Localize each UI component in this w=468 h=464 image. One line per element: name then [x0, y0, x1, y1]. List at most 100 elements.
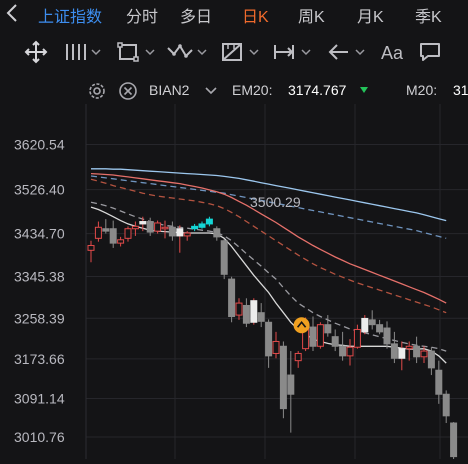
comment-tool-button[interactable] — [418, 40, 442, 64]
candle-body — [390, 343, 398, 359]
candle-body — [198, 223, 206, 228]
candle-body — [287, 374, 295, 395]
index-name-tab[interactable]: 上证指数 — [38, 9, 103, 26]
candle-body — [361, 317, 369, 333]
chart-canvas: 3620.54 3526.40 3434.70 3345.38 3258.39 3173.… — [14, 104, 468, 459]
ma-red-line — [90, 172, 447, 304]
candle-body — [250, 300, 258, 323]
indicator-series-select[interactable]: BIAN2 — [149, 82, 190, 98]
candle-body — [346, 346, 354, 357]
range-tool-button[interactable] — [272, 40, 314, 64]
candle-body — [450, 422, 458, 458]
arrow-tool-button[interactable] — [326, 40, 368, 64]
text-aa-icon: Aa — [381, 43, 404, 63]
vertical-lines-icon — [66, 44, 101, 60]
candle-body — [413, 345, 421, 358]
candle-body — [398, 348, 406, 359]
candle-body — [435, 369, 443, 395]
move-tool-button[interactable] — [24, 40, 48, 64]
svg-text:Aa: Aa — [381, 43, 404, 63]
tab-multi-day[interactable]: 多日 — [180, 9, 213, 26]
candle-body — [279, 345, 287, 410]
back-button[interactable] — [2, 2, 24, 24]
candle-body — [124, 228, 132, 239]
y-tick-label: 3345.38 — [14, 269, 65, 285]
y-tick-label: 3173.66 — [14, 351, 65, 367]
candle-body — [176, 228, 184, 237]
tab-daily-k[interactable]: 日K — [242, 9, 269, 26]
tab-intraday[interactable]: 分时 — [126, 9, 159, 26]
candle-body — [87, 245, 95, 251]
em20-label: EM20: — [232, 82, 273, 98]
candle-body — [368, 319, 376, 326]
y-tick-label: 3258.39 — [14, 310, 65, 326]
candle-body — [220, 240, 228, 275]
candle-body — [117, 239, 125, 244]
candle-body — [161, 226, 169, 230]
event-marker-icon — [293, 317, 310, 334]
tab-monthly-k[interactable]: 月K — [357, 9, 384, 26]
candle-body — [309, 326, 317, 347]
candle-body — [427, 350, 435, 369]
y-tick-label: 3091.14 — [14, 390, 65, 406]
candle-body — [383, 327, 391, 345]
candlestick-chart[interactable]: 3620.54 3526.40 3434.70 3345.38 3258.39 3173.… — [0, 104, 468, 459]
candle-body — [168, 226, 176, 237]
candle-body — [213, 228, 221, 238]
candle-body — [316, 324, 324, 347]
candle-body — [146, 221, 154, 233]
candle-body — [191, 225, 199, 230]
candle-body — [139, 221, 147, 225]
candle-body — [324, 324, 332, 334]
candle-body — [331, 336, 339, 347]
candle-body — [235, 302, 243, 316]
candle-body — [294, 352, 302, 362]
candle-body — [339, 345, 347, 357]
candle-body — [405, 345, 413, 350]
rectangle-tool-button[interactable] — [116, 40, 158, 64]
polyline-icon — [167, 44, 207, 58]
y-tick-label: 3620.54 — [14, 137, 65, 153]
tab-weekly-k[interactable]: 周K — [298, 9, 325, 26]
arrow-left-icon — [328, 44, 365, 60]
em20-value: 3174.767 — [288, 82, 347, 98]
price-annotation-label: 3500.29 — [250, 194, 301, 210]
y-tick-label: 3010.76 — [14, 429, 65, 445]
candle-body — [228, 278, 236, 318]
candle-body — [442, 393, 450, 417]
m20-label: M20: — [406, 82, 438, 98]
candle-body — [94, 226, 102, 239]
range-icon — [274, 45, 311, 59]
move-icon — [24, 40, 48, 64]
m20-value: 31 — [453, 82, 468, 98]
candle-body — [376, 324, 384, 333]
candle-body — [154, 222, 162, 232]
candle-body — [109, 228, 117, 244]
comment-icon — [420, 43, 440, 61]
measure-icon — [222, 43, 259, 61]
candle-body — [257, 312, 265, 322]
indicator-bar: BIAN2 EM20: 3174.767 M20: 31 — [0, 76, 468, 104]
period-tab-bar: 上证指数 分时 多日 日K 周K 月K 季K — [0, 0, 468, 26]
ma-red-dashed-line — [90, 178, 447, 314]
text-tool-button[interactable]: Aa — [380, 40, 406, 64]
polyline-tool-button[interactable] — [166, 40, 210, 64]
candle-body — [131, 225, 139, 230]
candle-body — [102, 228, 110, 232]
measure-tool-button[interactable] — [220, 40, 262, 64]
settings-gear-icon[interactable] — [86, 80, 108, 102]
y-tick-label: 3526.40 — [14, 182, 65, 198]
y-tick-label: 3434.70 — [14, 226, 65, 242]
chevron-down-icon[interactable] — [204, 85, 218, 97]
tab-quarterly-k[interactable]: 季K — [415, 9, 442, 26]
ma-blue-dashed-line — [90, 175, 447, 239]
candle-body — [205, 218, 213, 225]
candle-body — [420, 350, 428, 358]
candle-body — [265, 321, 273, 357]
close-circle-icon[interactable] — [117, 80, 139, 102]
chevron-left-icon — [6, 4, 17, 22]
vertical-line-tool-button[interactable] — [64, 40, 104, 64]
drawing-toolbar: Aa — [0, 34, 468, 70]
candle-body — [353, 328, 361, 348]
ma-blue-line — [91, 168, 447, 222]
